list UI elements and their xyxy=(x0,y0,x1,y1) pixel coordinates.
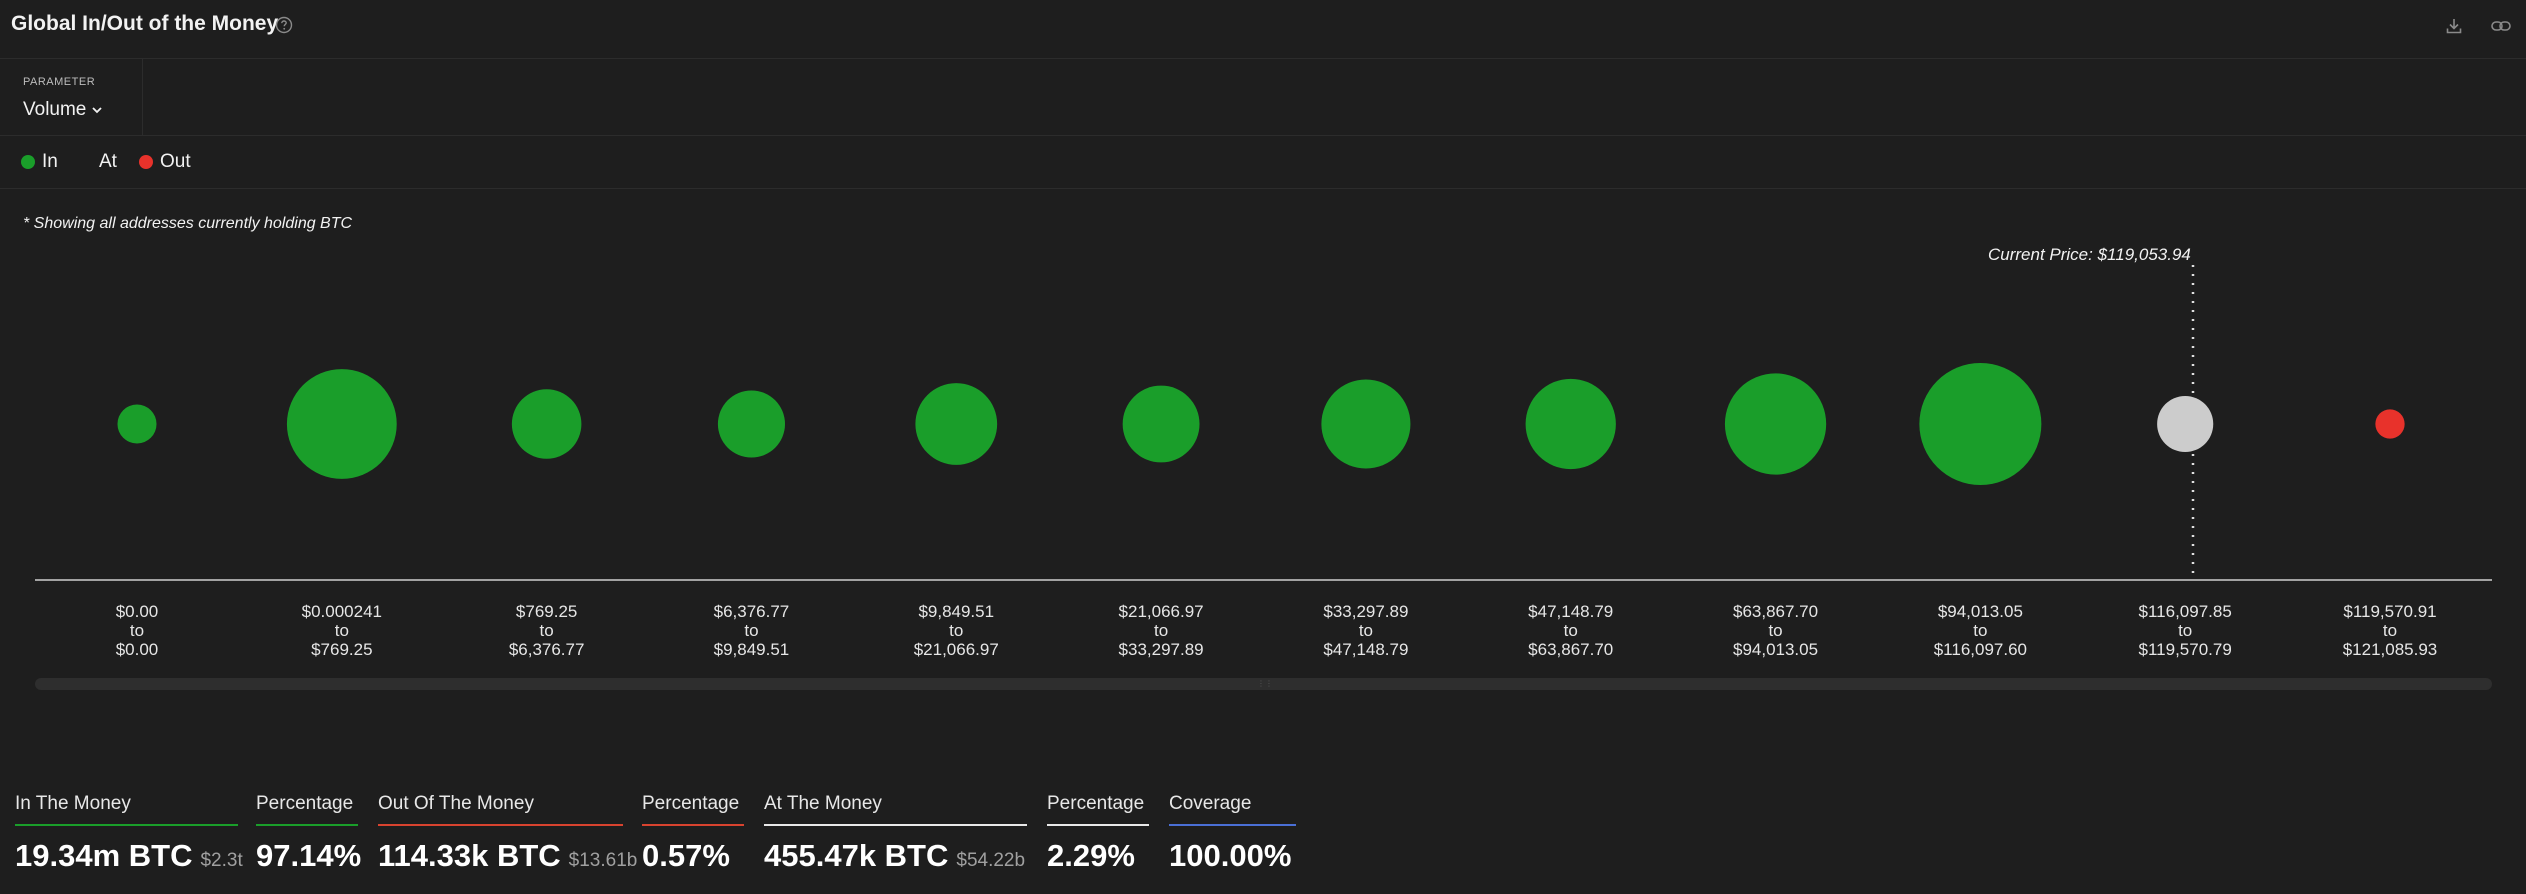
stat-value: 114.33k BTC xyxy=(378,838,561,873)
stat-in-percentage: Percentage 97.14% xyxy=(256,793,361,874)
bubble-in[interactable] xyxy=(717,390,786,458)
stat-value: 0.57% xyxy=(642,838,730,873)
x-tick-label: $6,376.77 to $9,849.51 xyxy=(714,602,790,659)
bubble-in[interactable] xyxy=(915,383,998,465)
x-tick-label: $33,297.89 to $47,148.79 xyxy=(1323,602,1408,659)
parameter-selector: PARAMETER Volume xyxy=(0,59,143,135)
scroll-grip-icon[interactable]: ⋮⋮ xyxy=(1257,679,1273,688)
x-tick-label: $116,097.85 to $119,570.79 xyxy=(2139,602,2232,659)
chart-scrollbar[interactable]: ⋮⋮ xyxy=(35,678,2492,690)
x-tick-label: $0.00 to $0.00 xyxy=(116,602,159,659)
chart-note: * Showing all addresses currently holdin… xyxy=(23,215,353,232)
stat-out-percentage: Percentage 0.57% xyxy=(642,793,744,874)
legend-label-out: Out xyxy=(160,151,191,172)
legend-item-in[interactable]: In xyxy=(21,151,58,173)
x-tick-label: $0.000241 to $769.25 xyxy=(302,602,382,659)
parameter-dropdown[interactable]: Volume xyxy=(23,99,104,121)
legend-label-at: At xyxy=(99,151,117,172)
legend: In At Out xyxy=(0,136,2526,189)
chevron-down-icon xyxy=(92,107,103,114)
legend-item-at[interactable]: At xyxy=(99,151,117,173)
stat-label: Percentage xyxy=(1047,793,1149,826)
stat-coverage: Coverage 100.00% xyxy=(1169,793,1296,874)
widget-title: Global In/Out of the Money xyxy=(11,12,279,35)
bubble-in[interactable] xyxy=(1122,385,1200,463)
x-tick-label: $769.25 to $6,376.77 xyxy=(509,602,585,659)
stat-label: Out Of The Money xyxy=(378,793,623,826)
stat-value: 100.00% xyxy=(1169,838,1292,873)
parameter-bar: PARAMETER Volume xyxy=(0,59,2526,136)
bubble-in[interactable] xyxy=(1525,378,1616,470)
parameter-label: PARAMETER xyxy=(23,76,96,88)
x-tick-label: $63,867.70 to $94,013.05 xyxy=(1733,602,1818,659)
stat-out-of-the-money: Out Of The Money 114.33k BTC $13.61b xyxy=(378,793,637,874)
stat-sub: $54.22b xyxy=(956,850,1026,871)
stat-value: 2.29% xyxy=(1047,838,1135,873)
stat-label: Percentage xyxy=(642,793,744,826)
stat-sub: $2.3t xyxy=(200,850,243,871)
bubble-in[interactable] xyxy=(117,404,157,444)
stat-label: In The Money xyxy=(15,793,238,826)
stat-at-percentage: Percentage 2.29% xyxy=(1047,793,1149,874)
bubble-in[interactable] xyxy=(511,389,582,459)
stat-label: Coverage xyxy=(1169,793,1296,826)
x-tick-label: $9,849.51 to $21,066.97 xyxy=(914,602,999,659)
legend-label-in: In xyxy=(42,151,58,172)
x-tick-label: $21,066.97 to $33,297.89 xyxy=(1119,602,1204,659)
stat-label: Percentage xyxy=(256,793,358,826)
stat-sub: $13.61b xyxy=(568,850,638,871)
stat-at-the-money: At The Money 455.47k BTC $54.22b xyxy=(764,793,1027,874)
bubble-in[interactable] xyxy=(286,369,397,479)
link-icon[interactable] xyxy=(2490,16,2512,36)
stat-in-the-money: In The Money 19.34m BTC $2.3t xyxy=(15,793,243,874)
legend-dot-out xyxy=(139,155,153,169)
bubble-in[interactable] xyxy=(1919,363,2042,485)
parameter-value: Volume xyxy=(23,99,87,120)
stat-value: 455.47k BTC xyxy=(764,838,949,873)
stat-label: At The Money xyxy=(764,793,1027,826)
bubble-in[interactable] xyxy=(1321,379,1411,469)
widget-header: Global In/Out of the Money xyxy=(0,0,2526,59)
x-tick-label: $119,570.91 to $121,085.93 xyxy=(2343,602,2438,659)
download-icon[interactable] xyxy=(2444,16,2464,36)
legend-item-out[interactable]: Out xyxy=(139,151,191,173)
x-tick-label: $94,013.05 to $116,097.60 xyxy=(1934,602,2027,659)
legend-dot-in xyxy=(21,155,35,169)
question-circle-icon[interactable] xyxy=(275,16,293,34)
x-tick-label: $47,148.79 to $63,867.70 xyxy=(1528,602,1613,659)
stat-value: 19.34m BTC xyxy=(15,838,193,873)
bubble-out[interactable] xyxy=(2375,409,2405,439)
stat-value: 97.14% xyxy=(256,838,362,873)
bubble-in[interactable] xyxy=(1724,373,1827,475)
current-price-label: Current Price: $119,053.94 xyxy=(1988,245,2191,264)
bubble-at[interactable] xyxy=(2157,395,2214,453)
